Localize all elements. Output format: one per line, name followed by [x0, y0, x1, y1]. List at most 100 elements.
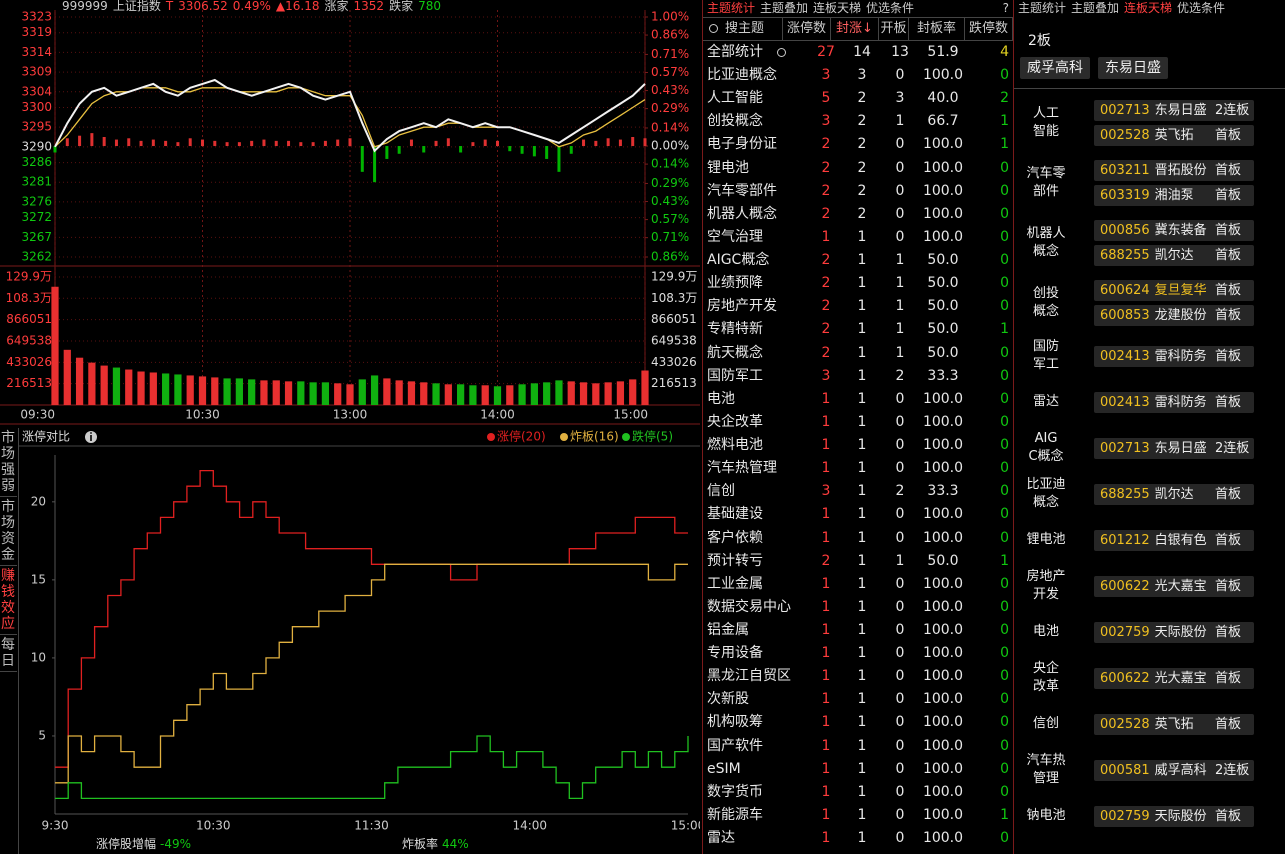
stock-chip[interactable]: 东易日盛 [1098, 57, 1168, 79]
table-row[interactable]: 黑龙江自贸区 1 1 0 100.0 0 [703, 665, 1013, 688]
tab[interactable]: 优选条件 [866, 1, 915, 15]
cell: 100.0 [922, 783, 964, 800]
column-header[interactable]: 封涨↓ [831, 18, 879, 40]
stock-row[interactable]: 002713 东易日盛 2连板 [1094, 100, 1254, 121]
table-row[interactable]: 电子身份证 2 2 0 100.0 1 [703, 133, 1013, 156]
table-row[interactable]: 机构吸筹 1 1 0 100.0 0 [703, 711, 1013, 734]
stock-row[interactable]: 002713 东易日盛 2连板 [1094, 437, 1254, 459]
column-header[interactable]: 涨停数 [783, 18, 831, 40]
cell: 1 [857, 714, 867, 731]
table-row[interactable]: 信创 3 1 2 33.3 0 [703, 480, 1013, 503]
table-row[interactable]: 数字货币 1 1 0 100.0 0 [703, 781, 1013, 804]
table-row[interactable]: 基础建设 1 1 0 100.0 0 [703, 503, 1013, 526]
stock-row[interactable]: 000856 冀东装备 首板 [1094, 220, 1254, 241]
column-header[interactable]: 搜主题 [703, 18, 783, 40]
theme-name: 空气治理 [707, 228, 763, 245]
y2-tick-label: 0.43% [651, 83, 689, 97]
table-row[interactable]: 燃料电池 1 1 0 100.0 0 [703, 434, 1013, 457]
stock-chip[interactable]: 威孚高科 [1020, 57, 1090, 79]
stock-row[interactable]: 603319 湘油泵 首板 [1094, 185, 1254, 206]
table-row[interactable]: 预计转亏 2 1 1 50.0 1 [703, 550, 1013, 573]
table-row[interactable]: 数据交易中心 1 1 0 100.0 0 [703, 596, 1013, 619]
cell: 50.0 [927, 275, 959, 292]
table-row[interactable]: 央企改革 1 1 0 100.0 0 [703, 411, 1013, 434]
table-row[interactable]: 汽车热管理 1 1 0 100.0 0 [703, 457, 1013, 480]
tab[interactable]: 主题叠加 [1071, 1, 1120, 15]
help-button[interactable]: ? [1002, 1, 1009, 15]
cell: 0 [895, 645, 905, 662]
table-row[interactable]: 全部统计 27 14 13 51.9 4 [703, 41, 1013, 64]
volume-bar [616, 381, 625, 405]
table-row[interactable]: 人工智能 5 2 3 40.0 2 [703, 87, 1013, 110]
table-row[interactable]: 客户依赖 1 1 0 100.0 0 [703, 527, 1013, 550]
theme-name: 数据交易中心 [707, 598, 791, 615]
stock-row[interactable]: 002413 雷科防务 首板 [1094, 345, 1254, 367]
cell: 2 [821, 136, 831, 153]
table-row[interactable]: AIGC概念 2 1 1 50.0 0 [703, 249, 1013, 272]
table-row[interactable]: 房地产开发 2 1 1 50.0 0 [703, 295, 1013, 318]
table-row[interactable]: 空气治理 1 1 0 100.0 0 [703, 226, 1013, 249]
table-row[interactable]: 机器人概念 2 2 0 100.0 0 [703, 203, 1013, 226]
cell: 1 [857, 298, 867, 315]
stock-row[interactable]: 600622 光大嘉宝 首板 [1094, 667, 1254, 689]
tab[interactable]: 主题统计 [707, 1, 756, 15]
ring-icon [777, 47, 786, 57]
table-row[interactable]: 创投概念 3 2 1 66.7 1 [703, 110, 1013, 133]
column-header[interactable]: 跌停数 [965, 18, 1013, 40]
table-row[interactable]: 业绩预降 2 1 1 50.0 0 [703, 272, 1013, 295]
tab[interactable]: 主题统计 [1018, 1, 1067, 15]
table-row[interactable]: 国防军工 3 1 2 33.3 0 [703, 365, 1013, 388]
table-row[interactable]: 次新股 1 1 0 100.0 0 [703, 688, 1013, 711]
tab[interactable]: 连板天梯 [813, 1, 862, 15]
table-row[interactable]: 专用设备 1 1 0 100.0 0 [703, 642, 1013, 665]
table-row[interactable]: 新能源车 1 1 0 100.0 1 [703, 804, 1013, 827]
stock-row[interactable]: 002528 英飞拓 首板 [1094, 713, 1254, 735]
stock-row[interactable]: 600622 光大嘉宝 首板 [1094, 575, 1254, 597]
column-header[interactable]: 封板率 [909, 18, 965, 40]
y-tick-label: 3290 [21, 139, 52, 153]
stock-row[interactable]: 002528 英飞拓 首板 [1094, 125, 1254, 146]
tab[interactable]: 主题叠加 [760, 1, 809, 15]
tab[interactable]: 优选条件 [1177, 1, 1226, 15]
table-row[interactable]: 锂电池 2 2 0 100.0 0 [703, 157, 1013, 180]
table-row[interactable]: eSIM 1 1 0 100.0 0 [703, 758, 1013, 781]
side-tab[interactable]: 市场强弱 [0, 428, 17, 497]
stock-row[interactable]: 688255 凯尔达 首板 [1094, 483, 1254, 505]
table-row[interactable]: 工业金属 1 1 0 100.0 0 [703, 573, 1013, 596]
table-row[interactable]: 国产软件 1 1 0 100.0 0 [703, 735, 1013, 758]
table-row[interactable]: 航天概念 2 1 1 50.0 0 [703, 342, 1013, 365]
theme-group: 房地产 开发 600622 光大嘉宝 首板 [1014, 563, 1285, 609]
stock-row[interactable]: 600853 龙建股份 首板 [1094, 305, 1254, 326]
side-tab[interactable]: 市场资金 [0, 497, 17, 566]
stock-row[interactable]: 002759 天际股份 首板 [1094, 805, 1254, 827]
stock-name: 晋拓股份 [1154, 163, 1207, 178]
table-row[interactable]: 电池 1 1 0 100.0 0 [703, 388, 1013, 411]
table-row[interactable]: 汽车零部件 2 2 0 100.0 0 [703, 180, 1013, 203]
chip-row: 威孚高科 东易日盛 [1020, 57, 1168, 79]
table-row[interactable]: 专精特新 2 1 1 50.0 1 [703, 318, 1013, 341]
table-row[interactable]: 比亚迪概念 3 3 0 100.0 0 [703, 64, 1013, 87]
stock-row[interactable]: 601212 白银有色 首板 [1094, 529, 1254, 551]
cell: 0 [1000, 298, 1009, 315]
table-row[interactable]: 雷达 1 1 0 100.0 0 [703, 827, 1013, 850]
board-tag: 2连板 [1215, 440, 1250, 456]
cell: 1 [1000, 552, 1009, 569]
group-label: 电池 [1032, 624, 1059, 639]
stock-row[interactable]: 002759 天际股份 首板 [1094, 621, 1254, 643]
vol-tick-label: 216513 [651, 376, 697, 390]
diff-bar [594, 140, 598, 147]
tab[interactable]: 连板天梯 [1124, 1, 1173, 15]
side-tab[interactable]: 赚钱效应 [0, 566, 17, 635]
side-tab[interactable]: 每日 [0, 635, 17, 672]
stock-row[interactable]: 688255 凯尔达 首板 [1094, 245, 1254, 266]
column-header[interactable]: 开板 [879, 18, 909, 40]
theme-group: 雷达 002413 雷科防务 首板 [1014, 379, 1285, 425]
stock-row[interactable]: 002413 雷科防务 首板 [1094, 391, 1254, 413]
table-row[interactable]: 铝金属 1 1 0 100.0 0 [703, 619, 1013, 642]
stock-row[interactable]: 000581 威孚高科 2连板 [1094, 759, 1254, 781]
tab-bar: 主题统计 主题叠加 连板天梯 优选条件? [703, 0, 1013, 17]
stock-row[interactable]: 600624 复旦复华 首板 [1094, 280, 1254, 301]
y-tick-label: 3276 [21, 194, 52, 208]
stock-row[interactable]: 603211 晋拓股份 首板 [1094, 160, 1254, 181]
y2-tick-label: 0.71% [651, 230, 689, 244]
